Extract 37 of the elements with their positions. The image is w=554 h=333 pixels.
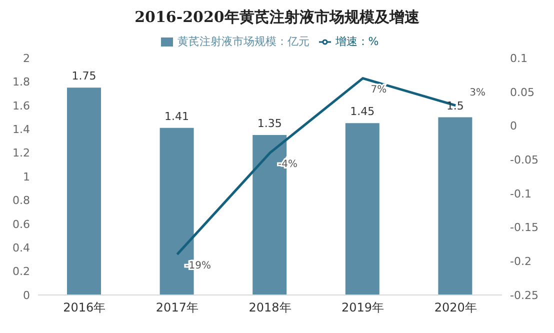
data-label: 3% [470,87,486,98]
y-tick-label: 2 [23,52,30,65]
legend-label: 增速：% [335,35,379,48]
y-tick-label: 1.4 [12,123,30,136]
data-label: 1.5 [446,99,464,112]
x-tick-label: 2017年 [156,300,198,315]
y-tick-label: 1.8 [12,76,30,89]
y2-tick-label: 0.05 [510,86,534,99]
y-tick-label: 0.6 [12,218,30,231]
y2-tick-label: 0.1 [510,52,528,65]
y-tick-label: 0 [23,288,30,302]
y2-tick-label: -0.2 [510,255,532,268]
bar [345,123,380,295]
x-tick-label: 2018年 [248,300,292,315]
y2-tick-label: 0 [510,120,517,133]
bar [67,88,101,295]
legend-label: 黄芪注射液市场规模：亿元 [177,35,310,48]
chart-title: 2016-2020年黄芪注射液市场规模及增速 [134,8,420,28]
y2-tick-label: -0.25 [510,288,538,302]
data-label: 1.75 [72,70,96,83]
y-tick-label: 1.2 [12,146,30,160]
data-label: 1.35 [257,117,282,130]
data-label: 7% [370,84,387,96]
x-tick-label: 2020年 [434,300,477,315]
y-tick-label: 0.2 [12,265,30,278]
y-tick-label: 0.8 [12,194,30,208]
bar [438,117,472,295]
y-tick-label: 1.6 [12,99,30,112]
data-label: 1.45 [350,105,375,118]
data-label: 1.41 [164,110,190,123]
y2-tick-label: -0.1 [510,187,532,200]
y2-tick-label: -0.05 [510,153,538,166]
y2-tick-label: -0.15 [510,221,538,234]
x-tick-label: 2016年 [63,300,106,315]
y-tick-label: 0.4 [12,242,30,255]
x-tick-label: 2019年 [342,300,384,315]
y-tick-label: 1 [23,170,30,184]
